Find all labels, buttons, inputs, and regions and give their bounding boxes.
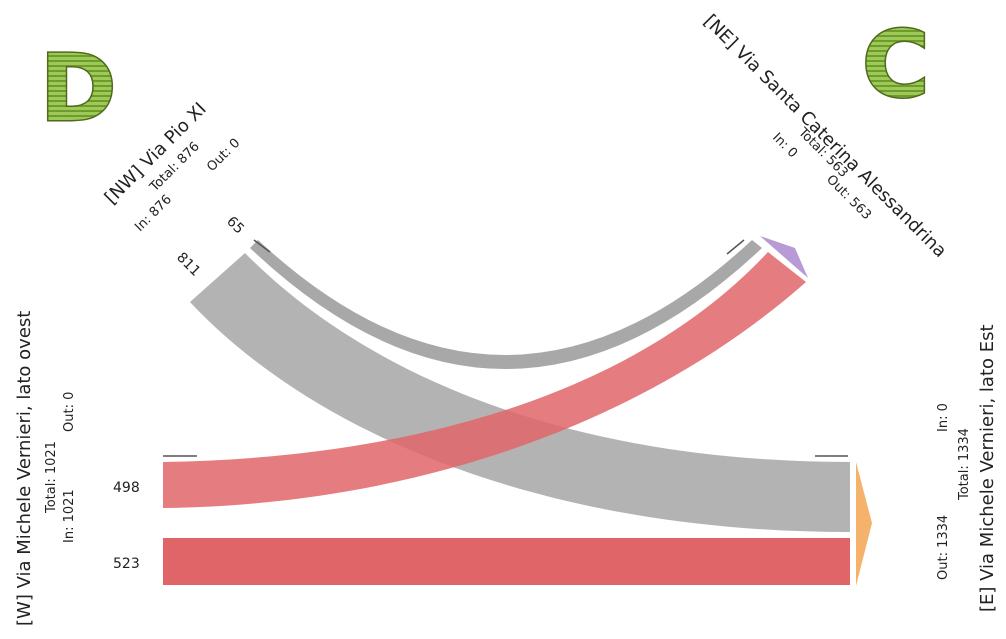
flow-nw-to-ne bbox=[250, 240, 762, 369]
tick-nw bbox=[253, 239, 271, 253]
flow-label-w-to-e: 523 bbox=[113, 556, 140, 572]
node-nw-out: Out: 0 bbox=[204, 136, 243, 175]
node-w-out: Out: 0 bbox=[62, 392, 77, 432]
flow-label-nw-to-e: 811 bbox=[173, 250, 203, 280]
node-w-in: In: 1021 bbox=[62, 489, 77, 543]
node-w-name: [W] Via Michele Vernieri, lato ovest bbox=[14, 311, 35, 626]
node-e-in: In: 0 bbox=[936, 403, 951, 432]
flow-nw-to-e bbox=[190, 253, 850, 532]
flow-label-w-to-ne: 498 bbox=[113, 480, 140, 496]
flow-w-to-ne bbox=[163, 252, 806, 508]
node-e-out: Out: 1334 bbox=[936, 515, 951, 580]
corner-letter-left: D bbox=[40, 35, 116, 142]
node-w-total: Total: 1021 bbox=[44, 441, 59, 514]
node-ne-arrow bbox=[760, 236, 808, 278]
flow-w-to-e bbox=[163, 538, 850, 585]
node-e-total: Total: 1334 bbox=[957, 428, 972, 501]
corner-letter-right: C bbox=[862, 11, 930, 118]
tick-ne bbox=[726, 239, 745, 255]
flow-label-nw-to-ne: 65 bbox=[223, 214, 247, 238]
node-nw-in: In: 876 bbox=[132, 192, 175, 235]
node-e-arrow bbox=[856, 462, 872, 586]
node-e-name: [E] Via Michele Vernieri, lato Est bbox=[977, 324, 998, 612]
